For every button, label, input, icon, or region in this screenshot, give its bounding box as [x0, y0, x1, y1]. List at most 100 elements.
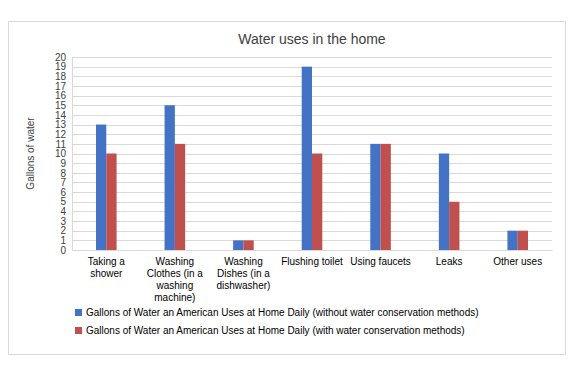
- bar: [106, 154, 116, 251]
- y-tick: 11: [56, 139, 72, 150]
- x-tick-label-line: machine): [154, 292, 195, 303]
- legend-label: Gallons of Water an American Uses at Hom…: [86, 325, 465, 336]
- y-tick: 12: [55, 129, 72, 140]
- legend-swatch: [75, 309, 82, 316]
- bar: [449, 202, 459, 250]
- y-tick: 10: [55, 148, 72, 159]
- grid-line: [72, 250, 552, 251]
- x-tick: WashingDishes (in adishwasher): [216, 250, 270, 291]
- y-tick: 7: [60, 177, 72, 188]
- x-tick-label: Leaks: [436, 256, 463, 267]
- series: [96, 67, 518, 250]
- legend: Gallons of Water an American Uses at Hom…: [75, 307, 479, 336]
- x-tick-label-line: Flushing toilet: [281, 256, 343, 267]
- x-tick-label: Flushing toilet: [281, 256, 343, 267]
- y-tick-label: 20: [55, 52, 67, 63]
- y-tick-label: 4: [60, 206, 66, 217]
- x-tick: Flushing toilet: [281, 250, 343, 267]
- bar: [175, 144, 185, 250]
- y-tick: 4: [60, 206, 72, 217]
- y-tick-label: 0: [60, 245, 66, 256]
- y-tick-label: 10: [55, 148, 67, 159]
- y-tick: 13: [55, 119, 72, 130]
- y-tick: 3: [60, 216, 72, 227]
- y-tick: 8: [60, 168, 72, 179]
- grid: [72, 58, 552, 251]
- x-tick-label-line: shower: [90, 268, 123, 279]
- x-tick-label-line: Washing: [156, 256, 195, 267]
- x-tick-label-line: Dishes (in a: [217, 268, 270, 279]
- x-tick-label: WashingDishes (in adishwasher): [216, 256, 270, 291]
- x-tick: Leaks: [436, 250, 463, 267]
- y-tick-label: 6: [60, 187, 66, 198]
- y-tick-label: 2: [60, 225, 66, 236]
- y-tick-label: 16: [55, 90, 67, 101]
- bar: [165, 105, 175, 250]
- bar: [507, 231, 517, 250]
- y-tick-label: 19: [55, 61, 67, 72]
- chart: Water uses in the homeGallons of water01…: [0, 0, 568, 374]
- y-axis: 01234567891011121314151617181920: [55, 52, 73, 256]
- y-tick-label: 18: [55, 71, 67, 82]
- bars: [96, 67, 528, 250]
- series: [106, 144, 528, 250]
- bar: [370, 144, 380, 250]
- y-tick-label: 17: [55, 81, 67, 92]
- title: Water uses in the home: [238, 31, 386, 47]
- x-tick-label-line: washing: [156, 280, 194, 291]
- y-tick: 0: [60, 245, 72, 256]
- bar: [518, 231, 528, 250]
- y-tick-label: 1: [60, 235, 66, 246]
- y-tick-label: 12: [55, 129, 67, 140]
- x-tick-label-line: Leaks: [436, 256, 463, 267]
- y-tick: 17: [55, 81, 72, 92]
- y-tick-label: 9: [60, 158, 66, 169]
- grid-line: [72, 57, 552, 58]
- y-axis-title: Gallons of water: [25, 117, 36, 190]
- legend-swatch: [75, 327, 82, 334]
- y-tick: 14: [55, 110, 72, 121]
- y-tick-label: 15: [55, 100, 67, 111]
- y-tick: 18: [55, 71, 72, 82]
- x-tick-label-line: Taking a: [88, 256, 126, 267]
- y-tick-label: 13: [55, 119, 67, 130]
- bar: [233, 240, 243, 250]
- y-tick-label: 11: [56, 139, 67, 150]
- y-tick: 16: [55, 90, 72, 101]
- x-tick: WashingClothes (in awashingmachine): [147, 250, 204, 303]
- y-tick: 9: [60, 158, 72, 169]
- x-tick-label: Using faucets: [350, 256, 411, 267]
- bar: [96, 125, 106, 250]
- legend-label: Gallons of Water an American Uses at Hom…: [86, 307, 479, 318]
- y-tick-label: 14: [55, 110, 67, 121]
- y-tick-label: 3: [60, 216, 66, 227]
- y-tick: 1: [60, 235, 72, 246]
- y-tick: 2: [60, 225, 72, 236]
- x-tick-label: Taking ashower: [88, 256, 126, 279]
- x-tick: Taking ashower: [88, 250, 126, 279]
- bar: [243, 240, 253, 250]
- y-tick: 20: [55, 52, 72, 63]
- y-tick-label: 8: [60, 168, 66, 179]
- bar: [302, 67, 312, 250]
- x-tick-label-line: Other uses: [493, 256, 542, 267]
- y-tick-label: 5: [60, 196, 66, 207]
- x-tick-label: WashingClothes (in awashingmachine): [147, 256, 204, 303]
- chart-frame: [9, 22, 566, 355]
- x-tick-label-line: Washing: [224, 256, 263, 267]
- x-tick: Using faucets: [350, 250, 411, 267]
- y-axis-line: [72, 58, 73, 251]
- y-tick: 15: [55, 100, 72, 111]
- bar: [381, 144, 391, 250]
- x-axis: Taking ashowerWashingClothes (in awashin…: [73, 250, 553, 303]
- y-tick-label: 7: [60, 177, 66, 188]
- x-tick: Other uses: [493, 250, 542, 267]
- y-tick: 6: [60, 187, 72, 198]
- x-axis-line: [73, 250, 553, 251]
- bar: [439, 154, 449, 251]
- x-tick-label-line: Clothes (in a: [147, 268, 204, 279]
- x-tick-label: Other uses: [493, 256, 542, 267]
- y-tick: 19: [55, 61, 72, 72]
- x-tick-label-line: Using faucets: [350, 256, 411, 267]
- x-tick-label-line: dishwasher): [216, 280, 270, 291]
